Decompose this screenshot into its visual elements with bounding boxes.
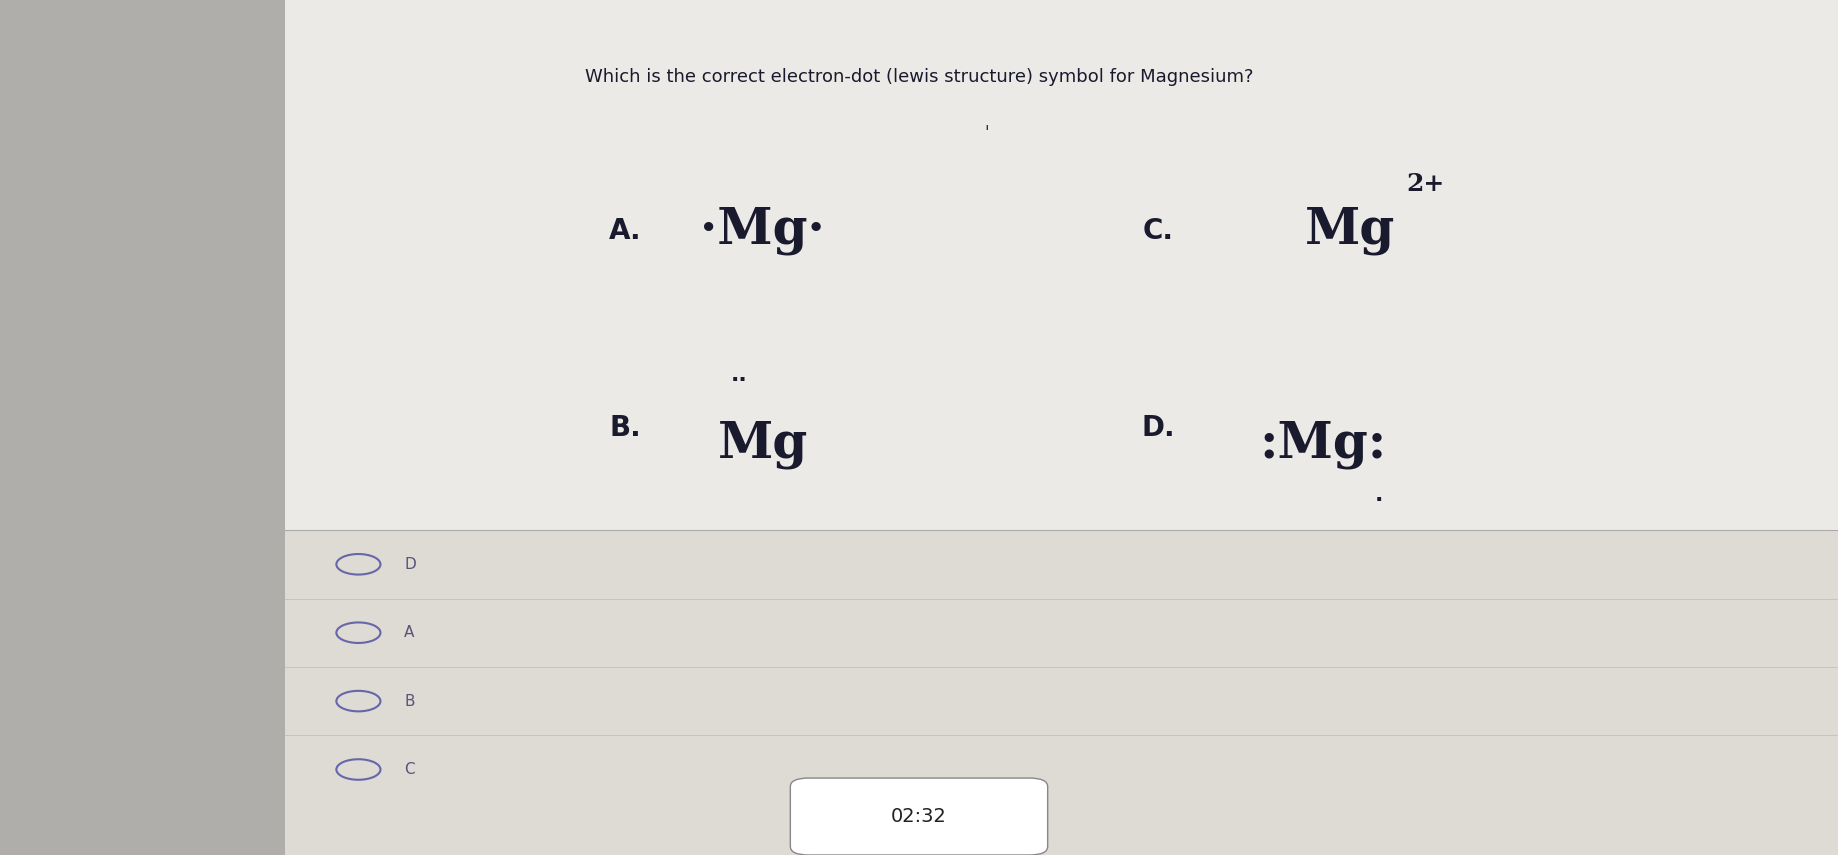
Text: B.: B. — [608, 414, 641, 441]
FancyBboxPatch shape — [790, 778, 1048, 855]
Text: Which is the correct electron-dot (lewis structure) symbol for Magnesium?: Which is the correct electron-dot (lewis… — [584, 68, 1254, 86]
Text: C.: C. — [1143, 217, 1173, 245]
Text: Mg: Mg — [1305, 206, 1395, 256]
Text: 02:32: 02:32 — [891, 807, 947, 826]
Text: ·Mg·: ·Mg· — [700, 206, 825, 256]
Text: D.: D. — [1141, 414, 1174, 441]
Text: ': ' — [985, 123, 989, 142]
Text: B: B — [404, 693, 415, 709]
Text: ·: · — [1375, 490, 1382, 510]
Text: 2+: 2+ — [1406, 172, 1445, 196]
Text: Mg: Mg — [717, 420, 809, 469]
FancyBboxPatch shape — [285, 0, 1838, 855]
Text: A: A — [404, 625, 415, 640]
FancyBboxPatch shape — [285, 0, 1838, 530]
Text: :Mg:: :Mg: — [1259, 420, 1388, 469]
Text: C: C — [404, 762, 415, 777]
Text: D: D — [404, 557, 415, 572]
Text: A.: A. — [608, 217, 641, 245]
Text: ··: ·· — [730, 370, 748, 391]
